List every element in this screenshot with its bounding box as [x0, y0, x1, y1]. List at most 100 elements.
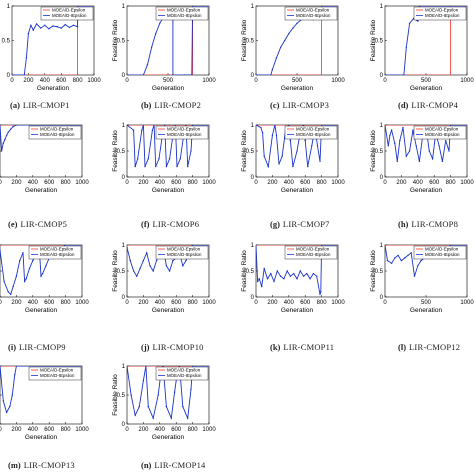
data-point — [270, 272, 272, 275]
legend-label: MOEA/D-Epsilon — [296, 8, 330, 13]
data-point — [191, 125, 194, 126]
data-point — [159, 22, 161, 24]
x-tick-label: 600 — [300, 180, 311, 186]
x-axis-label: Generation — [25, 187, 58, 194]
data-point — [12, 74, 13, 75]
data-point — [190, 150, 192, 152]
data-point — [191, 245, 194, 246]
y-tick-label: 1 — [122, 123, 126, 129]
data-point — [130, 394, 132, 396]
data-point — [139, 267, 141, 270]
panel-caption-j: (j) LIR-CMOP10 — [141, 342, 204, 352]
x-tick-label: 400 — [155, 300, 166, 306]
y-axis-label: Feasible Ratio — [112, 19, 119, 61]
data-point — [263, 155, 265, 157]
data-point — [337, 6, 338, 7]
x-tick-label: 400 — [284, 300, 295, 306]
data-point — [9, 405, 11, 408]
legend-label: MOEA/D-Epsilon — [425, 127, 459, 132]
caption-name: LIR-CMOP14 — [154, 460, 206, 470]
data-point — [138, 405, 140, 408]
data-point — [60, 27, 62, 29]
y-tick-label: 0 — [251, 295, 255, 301]
y-axis-label: Feasible Ratio — [370, 19, 377, 61]
caption-name: LIR-CMOP9 — [19, 342, 66, 352]
data-point — [132, 270, 135, 272]
caption-letter: (j) — [141, 342, 150, 352]
legend-label: MOEA/D-Epsilon — [167, 247, 201, 252]
x-tick-label: 400 — [155, 180, 166, 186]
legend-label: MOEA/D-IEpsilon — [296, 13, 331, 18]
panel-caption-n: (n) LIR-CMOP14 — [141, 460, 206, 470]
caption-letter: (e) — [8, 219, 18, 229]
x-tick-label: 800 — [446, 180, 457, 186]
legend-box — [155, 245, 209, 260]
y-axis-label: Feasible Ratio — [241, 19, 248, 61]
y-tick-label: 0 — [122, 422, 126, 428]
data-point — [283, 278, 285, 280]
data-point — [155, 165, 157, 168]
legend-label: MOEA/D-Epsilon — [425, 247, 459, 252]
data-point — [165, 165, 168, 168]
caption-name: LIR-CMOP3 — [282, 100, 330, 110]
y-tick-label: 0 — [7, 73, 11, 79]
caption-letter: (a) — [10, 100, 20, 110]
legend-label: MOEA/D-IEpsilon — [40, 132, 75, 137]
legend-box — [155, 125, 209, 140]
data-point — [320, 6, 323, 7]
x-tick-label: 600 — [171, 180, 182, 186]
legend-box — [28, 245, 82, 260]
x-tick-label: 0 — [0, 427, 2, 433]
legend-label: MOEA/D-IEpsilon — [296, 252, 331, 257]
panel-caption-i: (i) LIR-CMOP9 — [8, 342, 66, 352]
data-point — [208, 245, 209, 246]
data-point — [449, 125, 452, 126]
legend-label: MOEA/D-IEpsilon — [167, 373, 202, 378]
data-point — [25, 278, 27, 280]
data-point — [0, 366, 1, 367]
data-point — [394, 257, 396, 259]
data-point — [281, 155, 283, 157]
x-tick-label: 800 — [61, 427, 72, 433]
x-tick-label: 0 — [383, 300, 387, 306]
panel-caption-k: (k) LIR-CMOP11 — [270, 342, 334, 352]
caption-letter: (c) — [270, 100, 280, 110]
x-axis-label: Generation — [152, 187, 185, 194]
caption-letter: (i) — [8, 342, 17, 352]
data-point — [431, 158, 434, 160]
data-point — [413, 275, 416, 277]
data-point — [11, 394, 13, 396]
data-point — [408, 150, 411, 152]
x-tick-label: 0 — [125, 180, 129, 186]
data-point — [168, 270, 171, 272]
y-tick-label: 1 — [7, 4, 11, 10]
data-point — [271, 68, 274, 71]
y-axis-label: Feasible Ratio — [241, 130, 248, 172]
data-point — [14, 374, 16, 376]
data-point — [147, 405, 149, 408]
data-point — [402, 126, 404, 129]
data-point — [5, 411, 8, 414]
data-point — [5, 134, 8, 137]
y-axis-label: Feasible Ratio — [241, 250, 248, 292]
legend-label: MOEA/D-Epsilon — [167, 127, 201, 132]
caption-name: LIR-CMOP4 — [411, 100, 459, 110]
y-tick-label: 0 — [122, 295, 126, 301]
data-point — [22, 252, 24, 254]
panel-k: 0 0.5 1 0 200 400 600 800 1000 Generation Feasible… — [241, 243, 345, 314]
x-axis-label: Generation — [281, 187, 314, 194]
panel-caption-f: (f) LIR-CMOP6 — [141, 219, 199, 229]
y-tick-label: 1 — [380, 123, 384, 129]
data-point — [466, 6, 467, 7]
panel-b: 0 0.5 1 0 500 1000 Generation Feasible Ratio MOE… — [112, 4, 216, 92]
panel-caption-a: (a) LIR-CMOP1 — [10, 100, 70, 110]
legend-label: MOEA/D-Epsilon — [296, 127, 330, 132]
y-tick-label: 0.5 — [375, 269, 384, 275]
y-tick-label: 1 — [122, 243, 126, 249]
data-point — [293, 272, 295, 275]
legend-label: MOEA/D-Epsilon — [40, 368, 74, 373]
